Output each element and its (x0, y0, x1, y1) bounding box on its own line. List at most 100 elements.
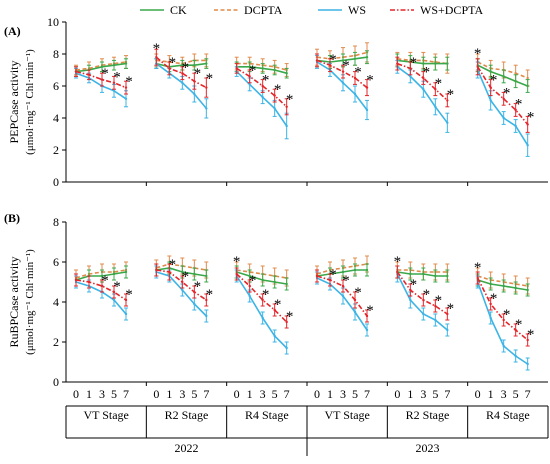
data-point (353, 76, 357, 80)
data-point (489, 302, 492, 306)
data-point (353, 57, 357, 60)
significance-asterisk: * (182, 269, 190, 285)
data-point (235, 272, 238, 276)
data-point (205, 274, 208, 278)
data-point (87, 73, 91, 77)
x-tick-label: 0 (314, 387, 320, 401)
legend: CK DCPTA WS WS+DCPTA (140, 3, 483, 17)
data-point (514, 124, 517, 128)
y-tick-label: 4 (53, 295, 59, 309)
data-point (74, 278, 78, 282)
data-point (193, 63, 196, 67)
legend-label-1: DCPTA (244, 3, 283, 17)
x-tick-label: 5 (513, 387, 519, 401)
data-point (181, 288, 184, 292)
x-tick-label: 5 (352, 387, 358, 401)
x-tick-label: 0 (73, 387, 79, 401)
data-point (341, 270, 345, 274)
series-line-dcpta (477, 275, 528, 287)
data-point (328, 278, 332, 282)
significance-asterisk: * (206, 287, 214, 303)
significance-asterisk: * (474, 46, 482, 62)
x-tick-label: 1 (488, 387, 494, 401)
significance-asterisk: * (153, 41, 161, 57)
series-line-ws-dcpta (75, 279, 127, 301)
data-point (365, 268, 369, 272)
y-tick-label: 6 (53, 255, 59, 269)
data-point (409, 288, 412, 292)
series-line-ws-dcpta (75, 70, 127, 89)
data-point (193, 92, 196, 96)
data-point (112, 290, 116, 294)
data-point (446, 62, 449, 65)
data-point (205, 314, 208, 318)
data-point (476, 65, 479, 69)
data-point (476, 276, 479, 280)
data-point (365, 56, 369, 59)
data-point (353, 298, 357, 302)
data-point (248, 294, 251, 298)
x-tick-label: 0 (394, 387, 400, 401)
significance-asterisk: * (194, 279, 202, 295)
data-point (87, 280, 91, 284)
data-point (446, 274, 449, 278)
data-point (248, 65, 251, 69)
data-point (434, 88, 437, 91)
data-point (285, 72, 288, 75)
x-tick-label: 7 (525, 387, 531, 401)
data-point (434, 62, 437, 65)
stage-label: VT Stage (83, 408, 128, 422)
data-point (489, 86, 492, 89)
series-line-ws-dcpta (156, 269, 207, 301)
data-point (100, 284, 104, 288)
y-tick-label: 4 (53, 111, 59, 125)
x-tick-label: 7 (203, 387, 209, 401)
data-point (422, 312, 425, 316)
data-point (261, 278, 264, 282)
data-point (181, 280, 184, 284)
significance-asterisk: * (435, 293, 443, 309)
significance-asterisk: * (435, 76, 443, 92)
data-point (489, 99, 492, 102)
significance-asterisk: * (329, 267, 337, 283)
data-point (341, 70, 345, 73)
y-tick-label: 0 (53, 175, 59, 189)
data-point (422, 88, 425, 91)
significance-asterisk: * (447, 87, 455, 103)
data-point (526, 123, 529, 126)
data-point (193, 272, 196, 276)
data-point (514, 286, 517, 290)
data-point (112, 63, 116, 67)
y-tick-label: 8 (53, 215, 59, 229)
significance-asterisk: * (249, 63, 257, 79)
data-point (353, 92, 357, 96)
legend-label-3: WS+DCPTA (420, 3, 483, 17)
data-point (261, 67, 264, 70)
significance-asterisk: * (515, 97, 523, 113)
data-point (285, 105, 288, 109)
x-tick-label: 3 (99, 387, 105, 401)
data-point (315, 59, 319, 62)
data-point (181, 270, 184, 274)
data-point (409, 67, 412, 70)
significance-asterisk: * (286, 92, 294, 108)
significance-asterisk: * (447, 301, 455, 317)
x-axis-groups: 0 1 3 5 7 0 1 3 5 7 0 1 3 5 7 0 1 3 5 7 0 1 3 5 7 0 1 3 5 7VT Stage R2… (65, 387, 549, 456)
significance-asterisk: * (233, 254, 241, 270)
series-line-ws-dcpta (316, 275, 368, 317)
series-line-ws-dcpta (476, 66, 529, 125)
significance-asterisk: * (527, 327, 535, 343)
significance-asterisk: * (206, 71, 214, 87)
data-point (273, 308, 276, 312)
x-tick-label: 5 (111, 387, 117, 401)
significance-asterisk: * (342, 58, 350, 74)
data-point (155, 268, 158, 272)
y-tick-label: 0 (53, 375, 59, 389)
data-point (285, 346, 288, 350)
data-point (193, 290, 196, 294)
data-point (365, 328, 369, 332)
y-tick-label: 10 (47, 15, 59, 29)
data-point (124, 312, 128, 316)
significance-asterisk: * (410, 55, 418, 71)
data-point (168, 270, 171, 274)
